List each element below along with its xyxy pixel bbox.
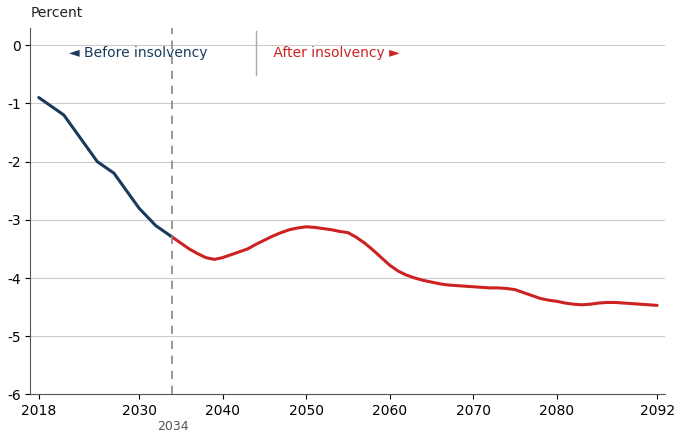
Text: ◄ Before insolvency: ◄ Before insolvency <box>68 46 207 60</box>
Text: After insolvency ►: After insolvency ► <box>268 46 400 60</box>
Text: 2034: 2034 <box>156 420 189 433</box>
Text: Percent: Percent <box>31 7 83 20</box>
